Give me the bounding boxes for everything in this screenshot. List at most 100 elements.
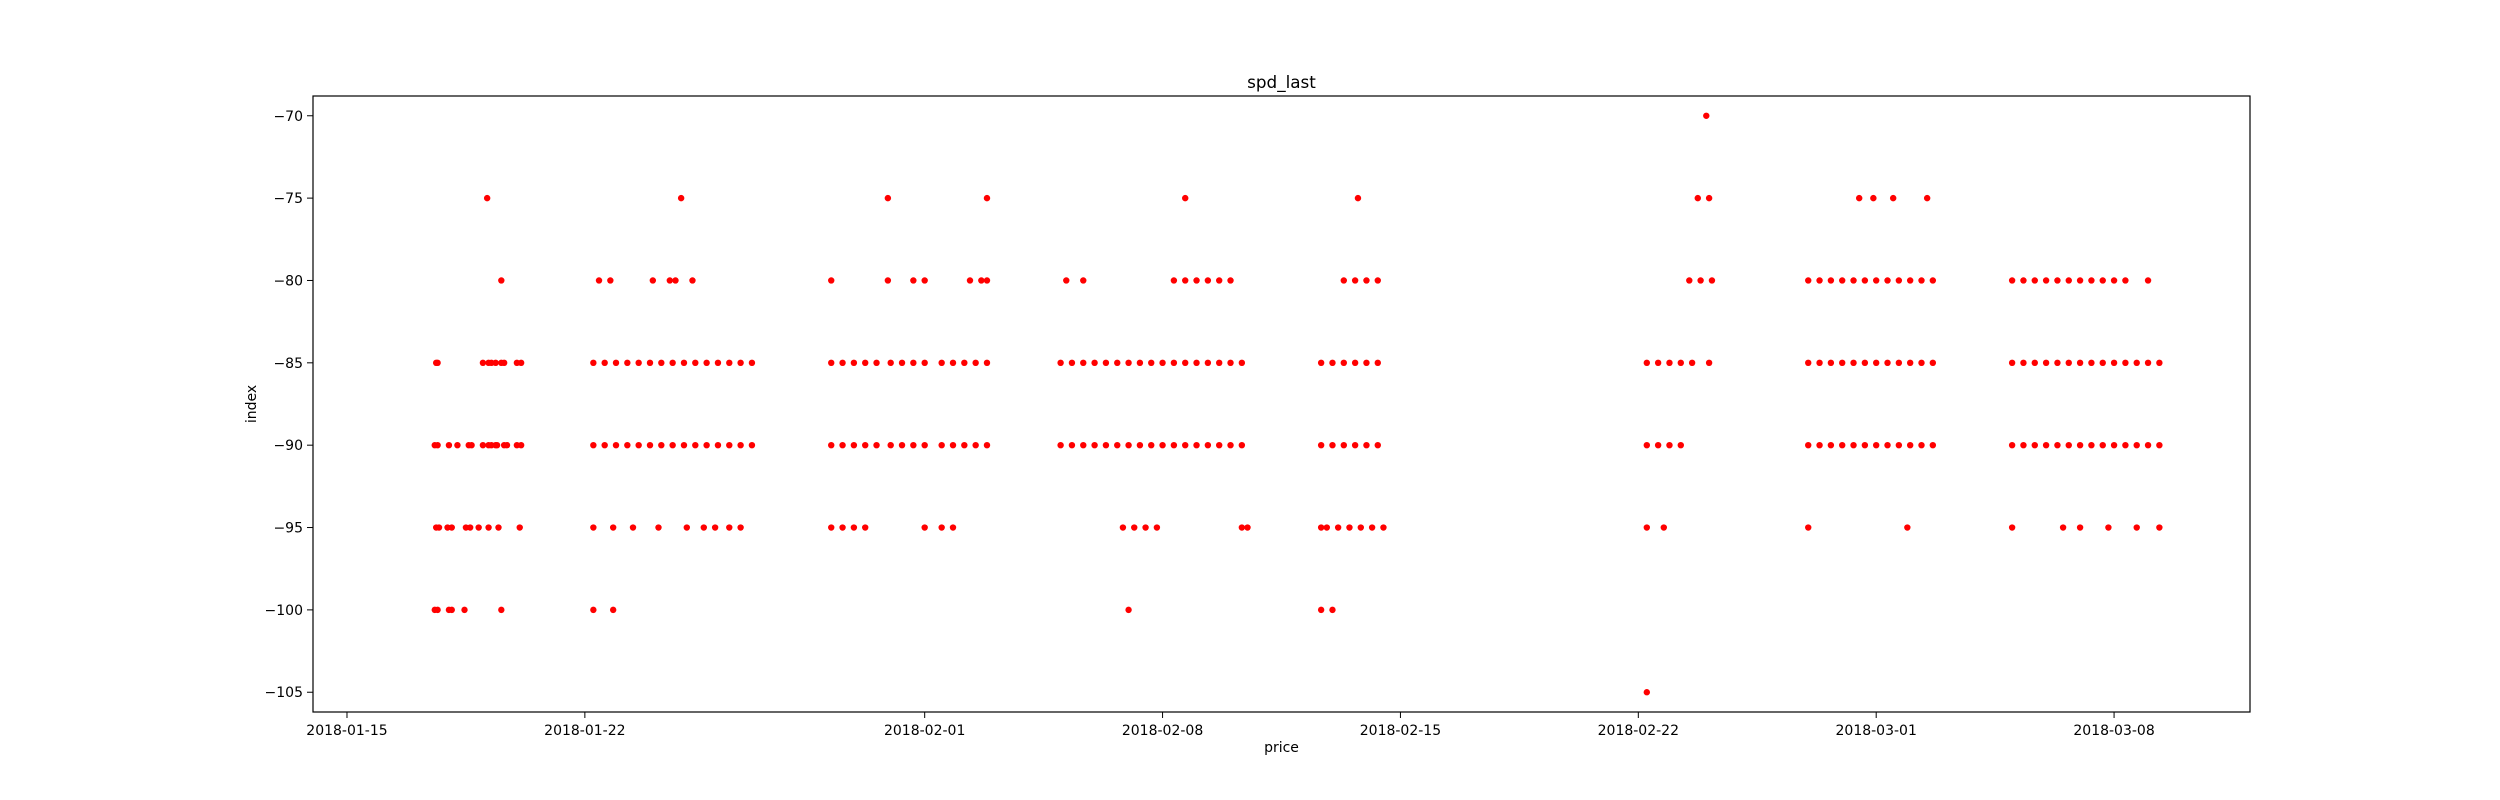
- data-point: [1193, 277, 1200, 284]
- data-point: [1057, 441, 1064, 449]
- data-point: [1329, 441, 1336, 449]
- data-point: [1125, 606, 1132, 614]
- data-point: [495, 524, 502, 531]
- x-tick-label: 2018-01-22: [544, 723, 625, 739]
- data-point: [1374, 277, 1381, 284]
- data-point: [1148, 359, 1155, 367]
- data-point: [1227, 441, 1234, 449]
- data-point: [646, 441, 654, 449]
- data-point: [839, 441, 846, 449]
- data-point: [1705, 194, 1713, 202]
- data-point: [938, 441, 945, 449]
- plot-area-frame: [312, 95, 2251, 713]
- data-point: [961, 359, 968, 367]
- data-point: [1816, 441, 1823, 449]
- data-point: [500, 359, 508, 367]
- data-point: [2122, 441, 2129, 449]
- data-point: [1861, 359, 1869, 367]
- data-point: [1895, 277, 1903, 284]
- data-point: [445, 441, 453, 449]
- data-point: [1114, 441, 1121, 449]
- data-point: [2008, 359, 2016, 367]
- data-point: [601, 359, 608, 367]
- data-point: [1238, 359, 1246, 367]
- data-point: [1816, 277, 1823, 284]
- data-point: [737, 359, 744, 367]
- data-point: [2122, 359, 2129, 367]
- data-point: [1839, 441, 1846, 449]
- data-point: [1351, 441, 1359, 449]
- data-point: [2065, 277, 2072, 284]
- data-point: [1872, 359, 1880, 367]
- data-point: [516, 524, 523, 531]
- data-point: [609, 606, 617, 614]
- data-point: [1805, 359, 1812, 367]
- data-point: [910, 441, 917, 449]
- data-point: [1204, 441, 1212, 449]
- data-point: [2065, 359, 2072, 367]
- data-point: [1694, 194, 1701, 202]
- data-point: [1929, 277, 1937, 284]
- data-point: [748, 441, 756, 449]
- data-point: [1204, 277, 1212, 284]
- data-point: [1238, 524, 1246, 531]
- data-point: [1643, 524, 1651, 531]
- data-point: [1870, 194, 1877, 202]
- data-point: [488, 359, 495, 367]
- data-point: [1643, 359, 1651, 367]
- data-point: [921, 524, 928, 531]
- data-point: [1340, 277, 1348, 284]
- data-point: [1918, 359, 1925, 367]
- data-point: [1904, 524, 1911, 531]
- data-point: [828, 277, 835, 284]
- data-point: [1334, 524, 1342, 531]
- data-point: [972, 359, 979, 367]
- data-point: [1816, 359, 1823, 367]
- data-point: [601, 441, 608, 449]
- data-point: [910, 277, 917, 284]
- data-point: [1677, 441, 1684, 449]
- y-tick-label: −85: [273, 356, 303, 372]
- x-axis-label: price: [1264, 740, 1299, 756]
- data-point: [1182, 441, 1189, 449]
- data-point: [2020, 441, 2027, 449]
- data-point: [1227, 359, 1234, 367]
- data-point: [434, 441, 441, 449]
- data-point: [921, 277, 928, 284]
- data-point: [737, 441, 744, 449]
- data-point: [1131, 524, 1138, 531]
- y-tick-label: −105: [265, 685, 303, 701]
- data-point: [1182, 277, 1189, 284]
- data-point: [2054, 441, 2061, 449]
- chart-title: spd_last: [1247, 72, 1316, 93]
- data-point: [498, 277, 505, 284]
- data-point: [658, 441, 665, 449]
- data-point: [498, 606, 505, 614]
- data-point: [635, 441, 642, 449]
- data-point: [2133, 441, 2140, 449]
- y-axis-label: index: [244, 385, 260, 423]
- data-point: [680, 441, 688, 449]
- data-point: [1666, 441, 1673, 449]
- data-point: [1317, 441, 1325, 449]
- data-point: [2008, 524, 2016, 531]
- data-point: [1215, 359, 1223, 367]
- data-point: [2065, 441, 2072, 449]
- data-point: [1856, 194, 1863, 202]
- data-point: [2099, 441, 2106, 449]
- data-point: [1918, 277, 1925, 284]
- data-point: [938, 524, 945, 531]
- data-point: [1119, 524, 1127, 531]
- data-point: [2144, 441, 2152, 449]
- data-point: [839, 524, 846, 531]
- data-point: [726, 441, 733, 449]
- data-point: [1204, 359, 1212, 367]
- data-point: [828, 441, 835, 449]
- data-point: [1861, 441, 1869, 449]
- data-point: [488, 441, 495, 449]
- data-point: [1839, 359, 1846, 367]
- data-point: [1895, 359, 1903, 367]
- data-point: [714, 441, 722, 449]
- data-point: [590, 524, 597, 531]
